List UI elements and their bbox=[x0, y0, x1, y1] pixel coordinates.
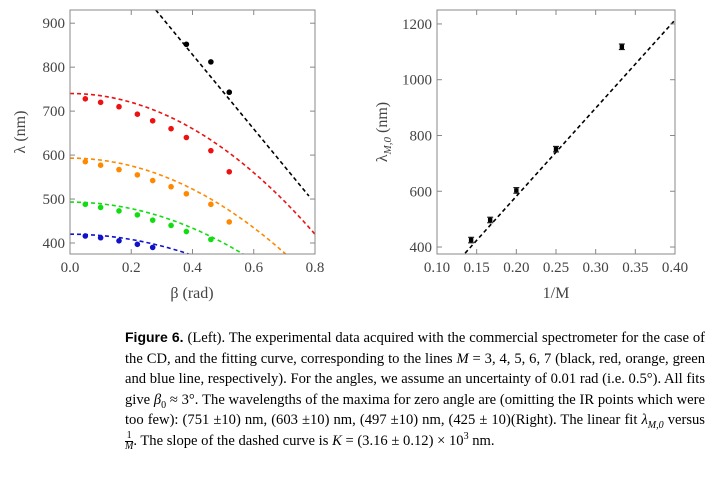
left-point bbox=[168, 183, 174, 190]
left-plot-area bbox=[70, 10, 315, 254]
left-point bbox=[183, 228, 190, 235]
right-y-axis-label-main: λ bbox=[374, 154, 391, 162]
figure-caption: Figure 6. (Left). The experimental data … bbox=[125, 327, 705, 452]
right-x-axis-label: 1/M bbox=[543, 285, 570, 302]
left-chart: 0.0 0.2 0.4 0.6 0.8 400 500 600 700 800 900 β (rad)… bbox=[12, 9, 325, 302]
left-point bbox=[97, 234, 104, 241]
right-point bbox=[468, 237, 474, 243]
right-x-tick-label: 0.25 bbox=[543, 260, 569, 276]
left-point bbox=[82, 233, 89, 239]
caption-text-1: (Left). The experimental data acquired w… bbox=[125, 330, 705, 367]
caption-text-3: ≈ 3°. The wavelengths of the maxima for … bbox=[125, 391, 705, 429]
left-point bbox=[82, 158, 89, 165]
left-point bbox=[134, 172, 141, 178]
left-y-tick-label: 500 bbox=[43, 192, 66, 208]
left-x-tick-label: 0.2 bbox=[122, 260, 141, 276]
left-x-tick-label: 0.0 bbox=[61, 260, 80, 276]
left-point bbox=[168, 125, 174, 132]
left-point bbox=[134, 212, 141, 218]
caption-label: Figure 6. bbox=[125, 329, 184, 345]
left-y-axis-label: λ (nm) bbox=[12, 111, 29, 154]
caption-sub-m0: M,0 bbox=[647, 419, 664, 431]
right-chart: 0.10 0.15 0.20 0.25 0.30 0.35 0.40 400 600 800 100… bbox=[374, 9, 688, 302]
right-y-axis-label: λM,0 (nm) bbox=[374, 102, 394, 162]
caption-sup-3: 3 bbox=[463, 430, 469, 442]
right-frame bbox=[436, 9, 676, 255]
left-point bbox=[226, 219, 233, 225]
caption-text-6: = (3.16 ± 0.12) × 10 bbox=[341, 432, 464, 449]
left-fit-line-3 bbox=[70, 201, 245, 254]
left-y-tick-label: 600 bbox=[43, 148, 66, 164]
figure: 0.0 0.2 0.4 0.6 0.8 400 500 600 700 800 900 β (rad)… bbox=[12, 9, 688, 302]
caption-var-m: M bbox=[456, 350, 469, 367]
left-point bbox=[82, 201, 89, 208]
left-fit-line-2 bbox=[70, 157, 287, 254]
right-x-tick-label: 0.30 bbox=[583, 260, 609, 276]
left-point bbox=[226, 89, 233, 96]
left-point bbox=[168, 222, 174, 229]
left-point bbox=[208, 236, 214, 243]
left-point bbox=[149, 217, 156, 223]
left-y-tick-label: 900 bbox=[43, 16, 66, 32]
left-point bbox=[97, 204, 104, 211]
left-point bbox=[97, 162, 104, 168]
caption-var-beta: β bbox=[153, 391, 162, 408]
caption-frac-den: M bbox=[125, 440, 134, 452]
left-y-tick-label: 800 bbox=[43, 60, 66, 76]
left-point bbox=[149, 244, 156, 251]
right-plot-area bbox=[463, 19, 675, 254]
right-point bbox=[619, 44, 625, 50]
right-point bbox=[514, 188, 519, 193]
left-point bbox=[149, 177, 156, 184]
left-point bbox=[116, 103, 122, 110]
left-point bbox=[183, 190, 190, 197]
left-point bbox=[208, 201, 214, 208]
caption-var-lambda: λ bbox=[641, 412, 648, 428]
right-y-axis-label-unit: (nm) bbox=[374, 102, 391, 137]
left-point bbox=[134, 241, 141, 248]
caption-frac-num: 1 bbox=[125, 429, 134, 442]
caption-var-k: K bbox=[332, 432, 342, 449]
right-x-tick-label: 0.20 bbox=[503, 260, 529, 276]
right-x-tick-label: 0.10 bbox=[424, 260, 450, 276]
left-point bbox=[226, 168, 233, 175]
left-y-tick-label: 700 bbox=[43, 104, 66, 120]
left-point bbox=[149, 117, 156, 124]
caption-text-2: = 3, 4, 5, 6, 7 (black, red, orange, gre… bbox=[125, 350, 705, 408]
caption-text-8: nm. bbox=[468, 432, 495, 449]
right-y-tick-label: 800 bbox=[410, 128, 433, 144]
left-x-tick-label: 0.8 bbox=[306, 260, 325, 276]
left-point bbox=[183, 134, 190, 141]
left-fit-line-1 bbox=[70, 92, 315, 235]
left-point bbox=[82, 96, 89, 102]
left-point bbox=[116, 238, 122, 244]
left-point bbox=[208, 147, 214, 154]
left-point bbox=[208, 59, 214, 65]
left-x-tick-label: 0.4 bbox=[183, 260, 202, 276]
right-y-tick-label: 1000 bbox=[402, 73, 432, 89]
right-point bbox=[487, 217, 493, 223]
right-y-axis-label-sub: M,0 bbox=[382, 136, 394, 155]
right-x-tick-label: 0.15 bbox=[464, 260, 490, 276]
left-x-axis-label: β (rad) bbox=[170, 285, 213, 302]
left-fit-line-0 bbox=[155, 10, 310, 197]
left-frame bbox=[69, 9, 316, 255]
left-y-tick-label: 400 bbox=[43, 236, 66, 252]
right-y-tick-label: 600 bbox=[410, 184, 433, 200]
left-point bbox=[116, 166, 122, 173]
left-x-tick-label: 0.6 bbox=[244, 260, 263, 276]
caption-text-5: . The slope of the dashed curve is bbox=[133, 432, 333, 449]
right-y-tick-label: 400 bbox=[410, 240, 433, 256]
left-point bbox=[183, 41, 190, 48]
right-point bbox=[553, 146, 559, 152]
caption-text-4: versus bbox=[663, 412, 705, 428]
left-point bbox=[97, 99, 104, 106]
right-x-tick-label: 0.40 bbox=[662, 260, 688, 276]
right-x-tick-label: 0.35 bbox=[622, 260, 648, 276]
left-point bbox=[134, 111, 141, 117]
right-y-tick-label: 1200 bbox=[402, 17, 432, 33]
left-point bbox=[116, 208, 122, 214]
caption-sub-0: 0 bbox=[161, 399, 167, 411]
